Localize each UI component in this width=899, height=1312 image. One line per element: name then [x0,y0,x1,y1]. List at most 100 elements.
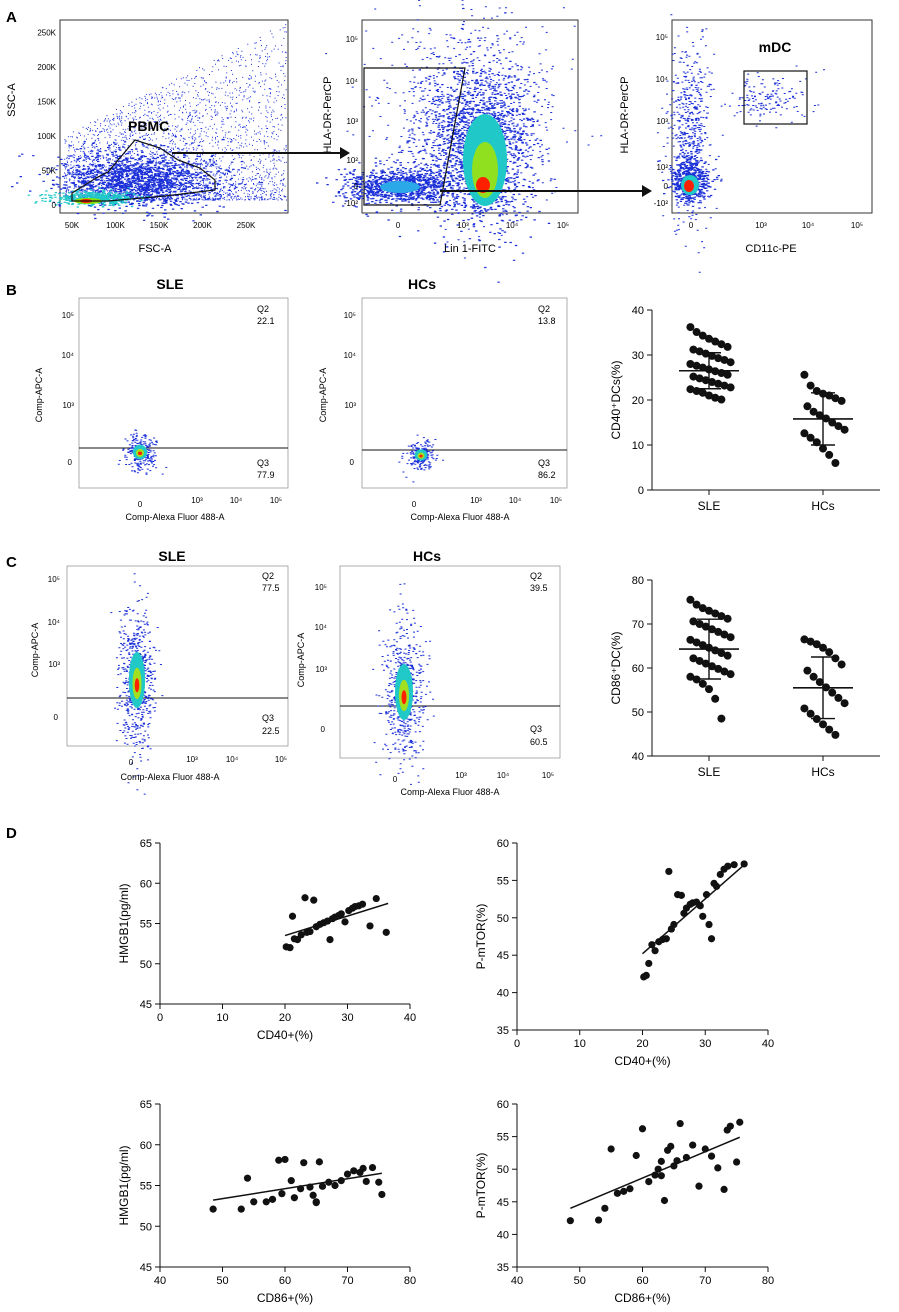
data-point [800,704,809,713]
x-tick-label: 80 [404,1275,416,1287]
data-point [806,637,815,646]
data-point [705,334,713,343]
tick-label: 250K [237,221,256,230]
density-core [138,451,142,456]
flow-c1-q2-value: 77.5 [262,583,280,593]
data-point [290,1194,298,1202]
tick-label: 0 [664,182,669,191]
panel-label-c: C [6,554,17,571]
data-point [692,328,701,337]
flow-c2-q2: Q2 [530,571,542,581]
tick-label: 100K [106,221,125,230]
tick-label: 10⁵ [275,755,287,764]
tick-label: 0 [412,500,417,509]
mdc-gate-label: mDC [759,39,792,55]
data-point [834,693,843,702]
panel-label-b: B [6,282,17,299]
data-point [723,614,732,623]
x-tick-label: 30 [341,1012,353,1024]
data-point [698,388,707,397]
flow-b1-title: SLE [156,276,183,292]
tick-label: -10² [654,199,669,208]
data-point [708,351,716,360]
tick-label: -10² [344,199,359,208]
data-point [262,1198,270,1206]
flow-c2-q3: Q3 [530,724,542,734]
data-point [642,971,650,979]
tick-label: 10³ [346,117,358,126]
data-point [736,1118,744,1126]
data-point [714,1164,722,1172]
flow-c1-q3-value: 22.5 [262,726,280,736]
data-point [698,641,707,650]
data-point [815,678,824,687]
x-tick-label: 10 [216,1012,228,1024]
y-tick-label: 65 [140,838,152,850]
tick-label: 0 [68,458,73,467]
data-point [268,1195,277,1203]
data-point [566,1217,574,1225]
data-point [620,1187,628,1195]
flow-b1-q2-value: 22.1 [257,316,275,326]
tick-label: 10⁵ [62,311,74,320]
x-tick-label: HCs [811,765,834,779]
tick-label: 0 [393,775,398,784]
data-point [714,627,723,636]
data-point [714,354,723,363]
regression-line [284,902,389,937]
y-tick-label: 40 [632,305,644,317]
data-point [698,679,707,688]
tick-label: 10⁴ [230,496,243,505]
tick-label: 10² [656,163,668,172]
data-point [689,345,698,354]
data-point [724,862,732,870]
flow-plot-cd11c-hladr: mDC 0 10³ 10⁴ 10⁵ -10² 0 10² 10³ 10⁴ 10⁵ CD11c-PE… [619,14,873,273]
data-point [831,394,840,403]
data-point [657,1172,665,1180]
flow-b2-q2-value: 13.8 [538,316,556,326]
x-tick-label: 70 [341,1275,353,1287]
data-point [828,418,837,427]
data-point [350,1167,358,1175]
x-tick-label: 10 [574,1038,586,1050]
y-tick-label: 45 [497,1197,509,1209]
data-point [730,861,738,869]
tick-label: 10⁴ [509,496,522,505]
regression-line [213,1172,382,1201]
data-point [287,1177,295,1185]
flow-b1-xlabel: Comp-Alexa Fluor 488-A [125,512,224,522]
y-tick-label: 45 [497,950,509,962]
data-point [705,606,713,615]
data-point [278,1190,286,1198]
data-point [306,927,314,936]
data-point [809,407,818,416]
tick-label: 10⁵ [315,583,327,592]
data-point [372,894,380,903]
x-tick-label: 70 [699,1275,711,1287]
x-tick-label: 40 [511,1275,523,1287]
tick-label: 10⁴ [226,755,239,764]
flow-c1-title: SLE [158,548,185,564]
x-tick-label: 50 [574,1275,586,1287]
flow-c2-q3-value: 60.5 [530,737,548,747]
data-point [638,1125,647,1133]
y-tick-label: 55 [497,1132,509,1144]
data-point [343,1170,352,1178]
flow-c2-xlabel: Comp-Alexa Fluor 488-A [400,787,499,797]
data-point [689,372,698,381]
y-tick-label: 35 [497,1262,509,1274]
tick-label: 250K [37,29,56,38]
flow-b2-ylabel: Comp-APC-A [318,368,328,423]
data-point [286,944,294,952]
data-point [708,378,716,386]
regression-line [642,862,747,955]
data-point [717,612,726,621]
data-point [705,391,713,400]
tick-label: 50K [42,167,57,176]
data-point [717,714,726,723]
data-point [692,675,701,684]
data-point [705,920,713,929]
data-point [701,376,710,385]
tick-label: 0 [689,221,694,230]
regression-line [570,1136,741,1210]
